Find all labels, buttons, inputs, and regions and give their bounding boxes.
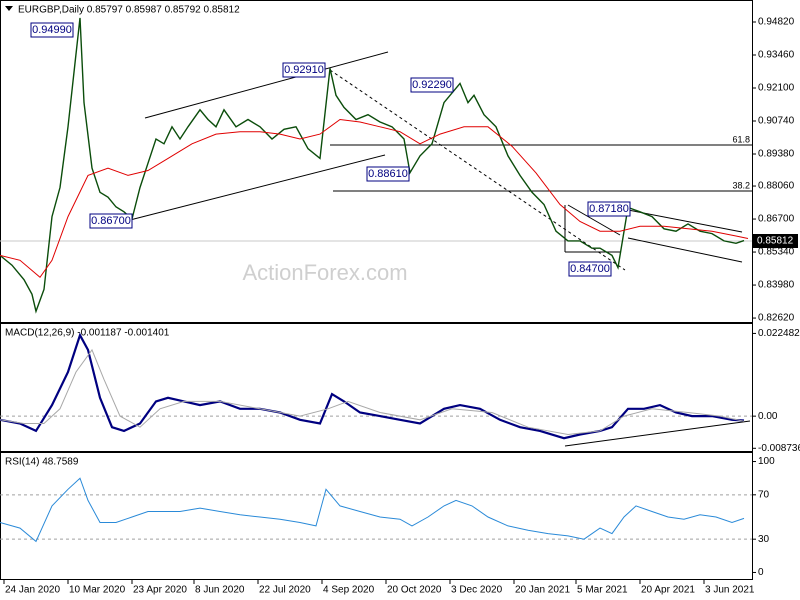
y-tick-label: 0.92100	[758, 83, 795, 94]
y-tick-label: 0.85340	[758, 247, 795, 258]
price-label: 0.92290	[412, 79, 452, 91]
price-panel-frame	[0, 0, 753, 323]
x-tick-label: 23 Apr 2020	[133, 585, 187, 596]
y-tick-label: 0.83980	[758, 280, 795, 291]
trend-line	[627, 209, 743, 233]
y-tick-label: 0.022482	[758, 328, 800, 339]
y-tick-label: 0.94820	[758, 17, 795, 28]
price-label: 0.87180	[589, 203, 629, 215]
y-tick-label: 0.82620	[758, 313, 795, 324]
y-tick-label: 30	[758, 534, 770, 545]
x-tick-label: 22 Jul 2020	[259, 585, 311, 596]
x-tick-label: 20 Apr 2021	[641, 585, 695, 596]
price-label: 0.86700	[91, 215, 131, 227]
last-price-label: 0.85812	[757, 236, 794, 247]
price-label: 0.92910	[284, 64, 324, 76]
price-label-box	[587, 201, 631, 217]
y-tick-label: 0.90740	[758, 116, 795, 127]
x-tick-label: 10 Mar 2020	[69, 585, 126, 596]
trend-line	[144, 51, 389, 119]
y-tick-label: 0.89380	[758, 149, 795, 160]
fib-label: 38.2	[732, 180, 750, 190]
trend-line	[627, 237, 743, 263]
watermark: ActionForex.com	[242, 260, 407, 285]
x-tick-label: 20 Oct 2020	[387, 585, 442, 596]
price-label-box	[89, 213, 133, 229]
trend-line	[564, 420, 751, 447]
panel-title: RSI(14) 48.7589	[5, 457, 79, 468]
series-line	[0, 348, 745, 436]
trend-line	[567, 204, 621, 236]
price-label-box	[366, 166, 410, 182]
y-tick-label: 70	[758, 489, 770, 500]
rsi-panel-frame	[0, 452, 753, 580]
price-label-box	[410, 77, 454, 93]
y-tick-label: 0.93460	[758, 50, 795, 61]
price-label-box	[30, 22, 74, 38]
x-tick-label: 3 Dec 2020	[451, 585, 503, 596]
x-tick-label: 5 Mar 2021	[577, 585, 628, 596]
y-tick-label: 0.88060	[758, 181, 795, 192]
series-line	[0, 118, 749, 279]
y-tick-label: 0	[758, 567, 764, 578]
price-label-box	[282, 62, 326, 78]
price-label-box	[568, 261, 612, 277]
menu-icon	[5, 6, 13, 11]
series-line	[0, 477, 745, 543]
fib-label: 61.8	[732, 134, 750, 144]
series-line	[0, 332, 745, 440]
trend-line	[129, 154, 386, 221]
price-label: 0.94990	[32, 24, 72, 36]
y-tick-label: 0.00	[758, 411, 778, 422]
drawings	[0, 51, 752, 447]
y-tick-label: -0.008736	[758, 443, 800, 454]
y-tick-label: 0.86700	[758, 214, 795, 225]
panel-title: MACD(12,26,9) -0.001187 -0.001401	[5, 328, 170, 339]
x-tick-label: 20 Jan 2021	[515, 585, 570, 596]
x-tick-label: 8 Jun 2020	[195, 585, 245, 596]
y-tick-label: 100	[758, 456, 775, 467]
last-price-box	[753, 234, 798, 248]
x-tick-label: 3 Jun 2021	[705, 585, 755, 596]
x-tick-label: 4 Sep 2020	[323, 585, 375, 596]
price-label: 0.88610	[368, 168, 408, 180]
series-line	[0, 17, 745, 314]
x-tick-label: 24 Jan 2020	[5, 585, 60, 596]
price-label: 0.84700	[570, 263, 610, 275]
macd-panel-frame	[0, 323, 753, 452]
panel-title: EURGBP,Daily 0.85797 0.85987 0.85792 0.8…	[18, 5, 240, 16]
